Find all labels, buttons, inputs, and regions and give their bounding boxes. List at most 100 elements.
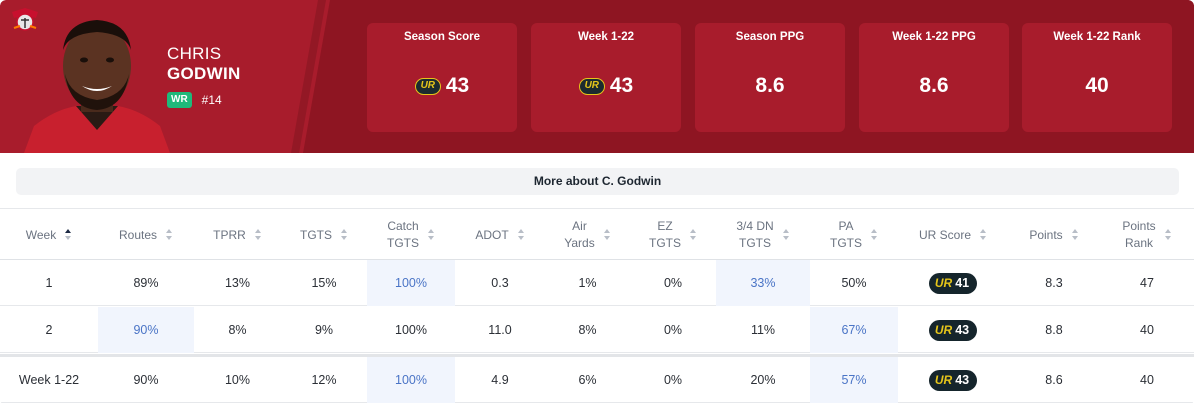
team-logo-icon: [12, 8, 38, 31]
stat-value: UR 43: [367, 74, 517, 98]
stat-card-season-score: Season Score UR 43: [367, 23, 517, 132]
column-header-ur-score[interactable]: UR Score: [898, 209, 1008, 261]
cell-catch-tgts: 100%: [367, 260, 455, 306]
cell-pa-tgts: 50%: [841, 276, 867, 290]
player-name-block: CHRIS GODWIN WR #14: [167, 44, 241, 108]
column-header-catch-tgts[interactable]: Catch TGTS: [367, 209, 455, 261]
sort-arrows-icon[interactable]: [1164, 229, 1172, 241]
column-label: ADOT: [475, 227, 509, 242]
sort-arrows-icon[interactable]: [690, 229, 697, 241]
column-label: EZ TGTS: [649, 219, 681, 250]
column-label: 3/4 DN TGTS: [736, 219, 774, 250]
column-label: TGTS: [300, 227, 332, 242]
column-header-tprr[interactable]: TPRR: [194, 209, 281, 261]
stat-title: Week 1-22 Rank: [1053, 31, 1141, 43]
column-header-points-rank[interactable]: Points Rank: [1100, 209, 1194, 261]
cell-catch-tgts: 100%: [367, 357, 455, 403]
column-header-week[interactable]: Week: [0, 209, 98, 261]
jersey-number: #14: [201, 93, 222, 107]
cell-tgts: 12%: [311, 373, 337, 387]
cell-points: 8.8: [1045, 323, 1063, 337]
column-label: Routes: [118, 227, 158, 242]
cell-ez-tgts: 0%: [663, 276, 683, 290]
cell-routes: 90%: [98, 307, 194, 353]
stat-card-week-rank: Week 1-22 Rank 40: [1022, 23, 1172, 132]
sort-arrows-icon[interactable]: [1071, 229, 1079, 241]
sort-arrows-icon[interactable]: [254, 229, 262, 241]
table-header: Week Routes TPRR TGTS Catch TGTS ADOT Air Yards E…: [0, 208, 1194, 260]
column-label: Air Yards: [564, 219, 595, 250]
cell-tprr: 10%: [224, 373, 251, 387]
ur-score-badge: UR 41: [928, 272, 978, 294]
cell-adot: 4.9: [491, 373, 509, 387]
more-about-button[interactable]: More about C. Godwin: [16, 168, 1179, 195]
position-row: WR #14: [167, 92, 241, 108]
cell-ur-score: UR 43: [898, 357, 1008, 403]
cell-3-4-dn-tgts: 33%: [716, 260, 810, 306]
stat-card-week-score: Week 1-22 UR 43: [531, 23, 681, 132]
column-header-points[interactable]: Points: [1008, 209, 1100, 261]
ur-logo-icon: UR: [934, 323, 953, 337]
cell-pa-tgts: 67%: [810, 307, 898, 353]
player-photo: [24, 20, 170, 153]
stat-title: Week 1-22: [577, 31, 635, 43]
ur-score-badge: UR 43: [928, 369, 978, 391]
column-header-pa-tgts[interactable]: PA TGTS: [810, 209, 898, 261]
column-label: Week: [25, 227, 57, 242]
sort-arrows-icon[interactable]: [603, 229, 611, 241]
stat-value: 8.6: [755, 74, 785, 97]
column-header-routes[interactable]: Routes: [98, 209, 194, 261]
sort-arrows-icon[interactable]: [65, 229, 72, 241]
column-label: TPRR: [213, 227, 246, 242]
sort-arrows-icon[interactable]: [428, 229, 435, 241]
column-label: Points: [1029, 227, 1063, 242]
player-last-name: GODWIN: [167, 64, 241, 83]
cell-points-rank: 40: [1140, 373, 1154, 387]
ur-logo-icon: UR: [414, 77, 441, 95]
cell-air-yards: 8%: [578, 323, 597, 337]
table-row: 2 90% 8% 9% 100% 11.0 8% 0% 11% 67% UR 43 8.8 40: [0, 307, 1194, 353]
stat-title: Week 1-22 PPG: [892, 31, 976, 43]
sort-arrows-icon[interactable]: [980, 229, 987, 241]
column-header-ez-tgts[interactable]: EZ TGTS: [630, 209, 716, 261]
ur-logo-icon: UR: [934, 276, 953, 290]
cell-routes: 89%: [133, 276, 159, 290]
column-label: Points Rank: [1122, 219, 1156, 250]
column-header-air-yards[interactable]: Air Yards: [545, 209, 630, 261]
column-header-tgts[interactable]: TGTS: [281, 209, 367, 261]
cell-tprr: 13%: [224, 276, 251, 290]
cell-3-4-dn-tgts: 20%: [750, 373, 776, 387]
column-label: UR Score: [918, 227, 971, 242]
cell-3-4-dn-tgts: 11%: [750, 323, 776, 337]
cell-week: Week 1-22: [18, 373, 80, 387]
ur-logo-icon: UR: [934, 373, 953, 387]
stat-card-week-ppg: Week 1-22 PPG 8.6: [859, 23, 1009, 132]
cell-week: 1: [45, 276, 53, 290]
cell-ur-score: UR 41: [898, 260, 1008, 306]
column-header-3-4-dn-tgts[interactable]: 3/4 DN TGTS: [716, 209, 810, 261]
sort-arrows-icon[interactable]: [871, 229, 878, 241]
stat-value: UR 43: [531, 74, 681, 98]
cell-ur-score: UR 43: [898, 307, 1008, 353]
ur-score-badge: UR 43: [928, 319, 978, 341]
cell-ez-tgts: 0%: [663, 373, 683, 387]
cell-air-yards: 6%: [578, 373, 597, 387]
cell-points-rank: 40: [1140, 323, 1154, 337]
table-row: 1 89% 13% 15% 100% 0.3 1% 0% 33% 50% UR 41 8.3 47: [0, 260, 1194, 306]
sort-arrows-icon[interactable]: [782, 229, 790, 241]
cell-adot: 11.0: [488, 323, 512, 337]
player-header: CHRIS GODWIN WR #14 Season Score UR 43 W…: [0, 0, 1194, 153]
sort-arrows-icon[interactable]: [517, 229, 525, 241]
cell-adot: 0.3: [491, 276, 509, 290]
cell-catch-tgts: 100%: [395, 323, 427, 337]
cell-ez-tgts: 0%: [663, 323, 683, 337]
stat-title: Season PPG: [735, 31, 805, 43]
sort-arrows-icon[interactable]: [341, 229, 348, 241]
column-label: PA TGTS: [830, 219, 862, 250]
sort-arrows-icon[interactable]: [166, 229, 173, 241]
column-header-adot[interactable]: ADOT: [455, 209, 545, 261]
table-row-total: Week 1-22 90% 10% 12% 100% 4.9 6% 0% 20% 57% UR 43 8…: [0, 354, 1194, 403]
cell-routes: 90%: [133, 373, 159, 387]
stat-value: 8.6: [919, 74, 949, 97]
